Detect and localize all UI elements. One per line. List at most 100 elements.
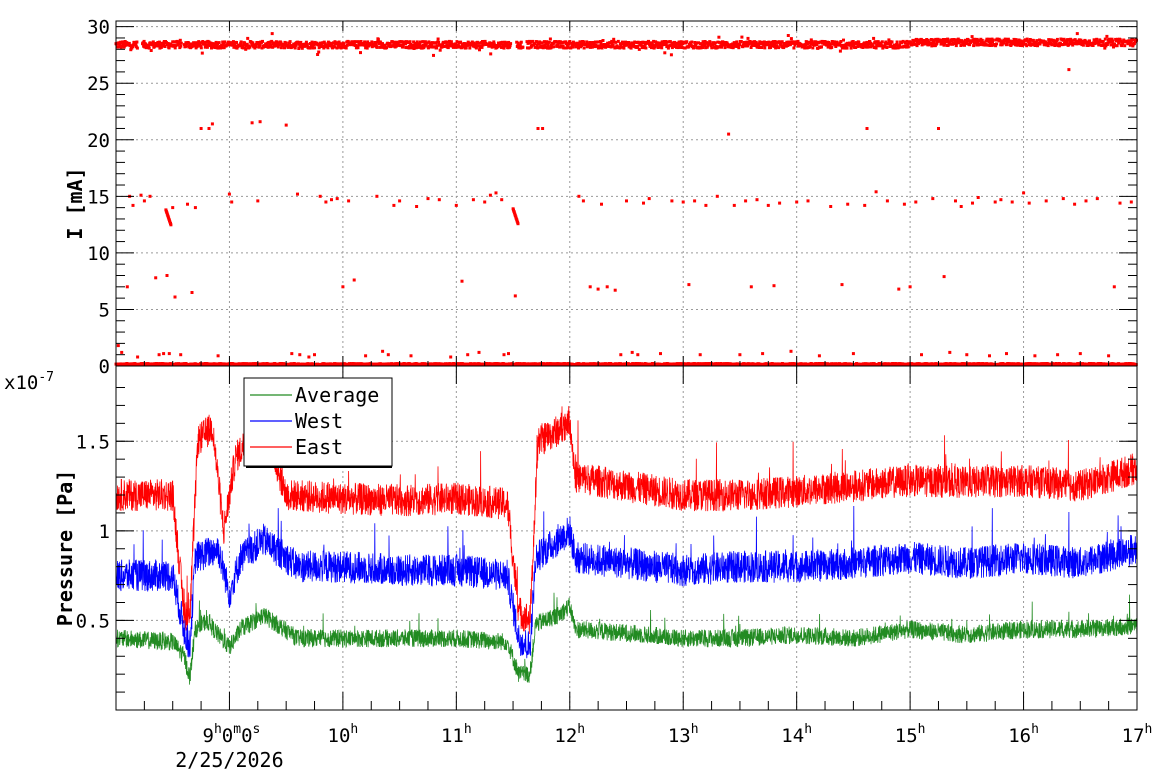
current-point — [305, 43, 309, 46]
current-point — [505, 41, 509, 45]
current-point — [1069, 42, 1073, 46]
current-point — [357, 40, 360, 44]
current-point — [474, 42, 478, 46]
current-point — [258, 42, 262, 46]
current-point — [625, 199, 628, 203]
current-point — [560, 41, 564, 45]
current-point — [610, 39, 614, 43]
current-point — [167, 46, 171, 50]
current-point — [660, 46, 664, 50]
current-point — [1078, 42, 1082, 46]
current-point — [772, 284, 776, 288]
current-point — [669, 53, 673, 57]
current-point — [727, 132, 731, 136]
current-point — [294, 43, 298, 47]
current-point — [398, 40, 402, 44]
current-point — [968, 43, 972, 47]
current-point — [474, 46, 478, 50]
current-point — [521, 45, 525, 49]
current-point — [619, 353, 623, 357]
current-point — [1086, 44, 1090, 47]
pressure-series-east — [115, 400, 1138, 635]
current-point — [749, 285, 753, 289]
current-point — [640, 44, 644, 48]
current-point — [455, 40, 459, 44]
current-point — [1130, 38, 1134, 42]
current-y-tick-label: 20 — [87, 130, 110, 152]
pressure-y-tick-label: 1 — [99, 521, 110, 543]
current-y-tick-label: 10 — [87, 243, 110, 265]
current-point — [257, 45, 261, 49]
current-point — [558, 45, 562, 49]
current-point — [820, 45, 823, 49]
current-point — [1129, 200, 1133, 204]
current-point — [476, 44, 480, 48]
current-point — [454, 42, 457, 46]
current-point — [697, 41, 700, 45]
current-point — [184, 44, 188, 48]
current-point — [637, 47, 641, 51]
current-axis-title: I [mA] — [63, 167, 87, 239]
current-point — [293, 46, 297, 50]
current-point — [731, 46, 735, 50]
current-point — [893, 43, 896, 47]
current-point — [534, 45, 538, 49]
current-point — [744, 199, 748, 203]
current-point — [809, 38, 813, 42]
current-point — [171, 40, 175, 44]
current-point — [1095, 197, 1099, 201]
current-point — [1020, 42, 1024, 46]
current-point — [1074, 39, 1078, 43]
current-point — [778, 201, 782, 205]
current-point — [547, 40, 551, 44]
current-point — [519, 40, 523, 44]
current-point — [436, 37, 440, 41]
current-point — [437, 40, 441, 44]
current-point — [324, 200, 328, 204]
current-point — [533, 42, 537, 46]
current-point — [386, 353, 390, 357]
current-point — [946, 37, 950, 41]
current-point — [477, 41, 481, 45]
current-point — [434, 41, 438, 45]
current-point — [210, 122, 214, 126]
current-point — [980, 38, 984, 42]
current-point — [872, 46, 876, 49]
current-point — [959, 44, 963, 47]
current-point — [785, 42, 789, 46]
current-point — [845, 46, 849, 50]
current-point — [116, 344, 120, 348]
current-point — [756, 42, 760, 46]
current-point — [905, 39, 909, 43]
current-point — [1044, 199, 1048, 203]
current-point — [383, 43, 387, 47]
current-point — [932, 41, 936, 45]
current-point — [1105, 43, 1109, 46]
current-point — [581, 199, 585, 203]
current-point — [851, 352, 855, 356]
current-point — [554, 40, 558, 44]
current-point — [991, 40, 994, 44]
current-point — [283, 46, 286, 50]
current-point — [816, 46, 820, 50]
current-point — [855, 42, 859, 46]
current-point — [840, 283, 844, 287]
current-point — [186, 202, 189, 206]
current-point — [159, 45, 163, 49]
current-point — [1069, 37, 1073, 41]
current-point — [435, 46, 439, 50]
current-point — [739, 40, 743, 44]
time-x-tick-label: 15h — [895, 722, 926, 747]
current-point — [1033, 354, 1037, 358]
current-point — [1010, 200, 1014, 204]
current-point — [508, 44, 512, 48]
current-point — [246, 36, 250, 40]
current-point — [701, 46, 705, 49]
current-point — [500, 40, 504, 44]
current-point — [815, 43, 819, 46]
current-point — [884, 40, 888, 44]
current-point — [227, 40, 231, 44]
current-point — [760, 46, 764, 49]
current-point — [811, 46, 815, 50]
current-point — [470, 43, 474, 47]
